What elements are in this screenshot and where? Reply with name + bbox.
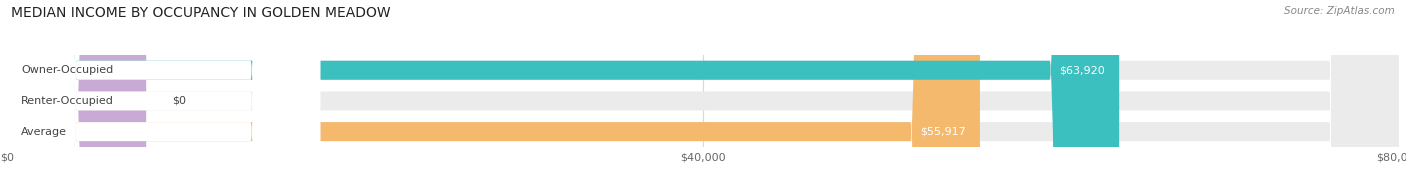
Text: Source: ZipAtlas.com: Source: ZipAtlas.com — [1284, 6, 1395, 16]
FancyBboxPatch shape — [7, 0, 146, 196]
Text: $0: $0 — [173, 96, 187, 106]
FancyBboxPatch shape — [7, 0, 1399, 196]
Text: $55,917: $55,917 — [921, 127, 966, 137]
Text: $63,920: $63,920 — [1060, 65, 1105, 75]
Text: Owner-Occupied: Owner-Occupied — [21, 65, 114, 75]
FancyBboxPatch shape — [7, 0, 321, 196]
FancyBboxPatch shape — [7, 0, 1119, 196]
FancyBboxPatch shape — [7, 0, 980, 196]
FancyBboxPatch shape — [7, 0, 1399, 196]
Text: MEDIAN INCOME BY OCCUPANCY IN GOLDEN MEADOW: MEDIAN INCOME BY OCCUPANCY IN GOLDEN MEA… — [11, 6, 391, 20]
FancyBboxPatch shape — [7, 0, 321, 196]
Text: Average: Average — [21, 127, 67, 137]
FancyBboxPatch shape — [7, 0, 321, 196]
FancyBboxPatch shape — [7, 0, 1399, 196]
Text: Renter-Occupied: Renter-Occupied — [21, 96, 114, 106]
